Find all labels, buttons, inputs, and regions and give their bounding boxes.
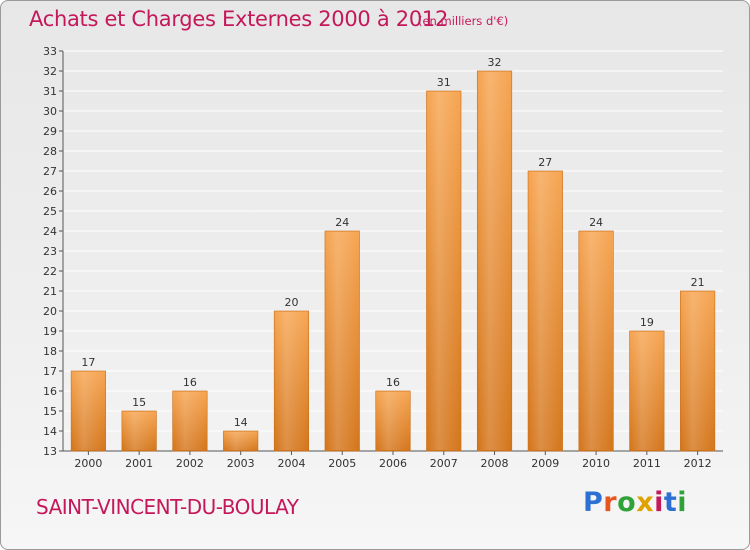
logo-letter: x (636, 487, 655, 518)
x-tick-label: 2002 (176, 457, 204, 470)
data-label: 27 (538, 156, 552, 169)
y-tick-label: 16 (43, 385, 57, 398)
data-label: 31 (437, 76, 451, 89)
x-tick-label: 2001 (125, 457, 153, 470)
x-tick-label: 2012 (684, 457, 712, 470)
y-tick-label: 33 (43, 45, 57, 58)
bar-highlight (681, 292, 714, 450)
data-label: 17 (81, 356, 95, 369)
x-tick-label: 2008 (481, 457, 509, 470)
data-label: 19 (640, 316, 654, 329)
y-tick-label: 20 (43, 305, 57, 318)
y-tick-label: 21 (43, 285, 57, 298)
bar-highlight (630, 332, 664, 450)
data-label: 20 (284, 296, 298, 309)
x-tick-label: 2000 (74, 457, 102, 470)
bar-highlight (224, 432, 257, 450)
x-tick-label: 2007 (430, 457, 458, 470)
bar-highlight (529, 172, 562, 450)
y-tick-label: 31 (43, 85, 57, 98)
y-tick-label: 32 (43, 65, 57, 78)
y-tick-label: 22 (43, 265, 57, 278)
bar-highlight (579, 232, 613, 450)
data-labels: 17 15 16 14 20 24 16 31 32 27 24 19 21 (81, 56, 704, 429)
bar-highlight (173, 392, 207, 450)
x-tick-label: 2003 (227, 457, 255, 470)
x-tick-label: 2005 (328, 457, 356, 470)
data-label: 24 (335, 216, 349, 229)
y-tick-label: 19 (43, 325, 57, 338)
logo-letter: o (617, 487, 637, 518)
data-label: 32 (488, 56, 502, 69)
chart-title: Achats et Charges Externes 2000 à 2012 (29, 7, 449, 31)
data-label: 15 (132, 396, 146, 409)
y-tick-label: 29 (43, 125, 57, 138)
bars (70, 70, 716, 452)
x-tick-label: 2006 (379, 457, 407, 470)
data-label: 24 (589, 216, 603, 229)
logo-letter: i (677, 487, 688, 518)
logo-letter: i (654, 487, 664, 518)
bar-highlight (427, 92, 461, 450)
x-tick-label: 2004 (277, 457, 305, 470)
town-name: SAINT-VINCENT-DU-BOULAY (36, 495, 299, 519)
y-tick-label: 24 (43, 225, 57, 238)
data-label: 14 (234, 416, 248, 429)
y-tick-label: 13 (43, 445, 57, 458)
proxiti-logo: Proxiti (583, 487, 687, 518)
y-tick-label: 25 (43, 205, 57, 218)
x-tick-label: 2010 (582, 457, 610, 470)
bar-highlight (376, 392, 410, 450)
y-tick-label: 28 (43, 145, 57, 158)
y-tick-label: 15 (43, 405, 57, 418)
y-tick-label: 17 (43, 365, 57, 378)
y-tick-label: 18 (43, 345, 57, 358)
logo-letter: P (583, 487, 604, 518)
data-label: 16 (386, 376, 400, 389)
y-tick-label: 30 (43, 105, 57, 118)
x-tick-label: 2011 (633, 457, 661, 470)
data-label: 21 (691, 276, 705, 289)
bar-highlight (122, 412, 156, 450)
chart-subtitle: (en milliers d'€) (418, 14, 509, 28)
y-tick-label: 26 (43, 185, 57, 198)
data-label: 16 (183, 376, 197, 389)
logo-letter: r (603, 487, 618, 518)
y-tick-label: 14 (43, 425, 57, 438)
y-tick-label: 27 (43, 165, 57, 178)
bar-highlight (275, 312, 308, 450)
y-tick-label: 23 (43, 245, 57, 258)
x-tick-label: 2009 (531, 457, 559, 470)
bar-highlight (72, 372, 105, 450)
bar-highlight (478, 72, 511, 450)
bar-highlight (325, 232, 359, 450)
logo-letter: t (663, 487, 678, 518)
